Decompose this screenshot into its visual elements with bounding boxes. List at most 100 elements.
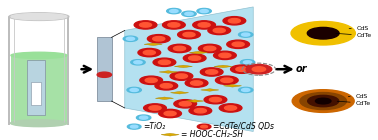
Circle shape	[232, 42, 244, 46]
Circle shape	[174, 46, 186, 51]
Circle shape	[123, 36, 138, 41]
Circle shape	[185, 79, 208, 87]
Circle shape	[242, 88, 250, 91]
Circle shape	[223, 17, 246, 25]
Circle shape	[239, 87, 253, 93]
Circle shape	[97, 72, 112, 77]
Circle shape	[178, 31, 200, 39]
Polygon shape	[186, 100, 204, 102]
Circle shape	[153, 58, 176, 66]
Circle shape	[189, 107, 212, 115]
Text: = HOOC-CH₂-SH: = HOOC-CH₂-SH	[181, 130, 243, 139]
Circle shape	[139, 116, 148, 119]
Circle shape	[191, 81, 203, 85]
Circle shape	[194, 108, 206, 113]
Circle shape	[131, 60, 145, 65]
Circle shape	[240, 60, 255, 65]
Circle shape	[201, 125, 208, 128]
Circle shape	[315, 98, 331, 104]
Circle shape	[183, 32, 195, 37]
Circle shape	[193, 21, 215, 29]
Circle shape	[147, 35, 170, 43]
Circle shape	[214, 51, 236, 60]
Circle shape	[227, 40, 249, 48]
Circle shape	[243, 61, 252, 64]
Polygon shape	[125, 7, 253, 131]
Text: or: or	[296, 64, 307, 74]
Circle shape	[219, 53, 231, 58]
Circle shape	[170, 72, 193, 80]
FancyBboxPatch shape	[97, 37, 112, 101]
Circle shape	[159, 109, 181, 118]
Circle shape	[160, 84, 172, 88]
Circle shape	[175, 74, 187, 78]
Polygon shape	[159, 71, 177, 73]
Circle shape	[158, 60, 170, 65]
Circle shape	[168, 44, 191, 53]
Text: CdTe: CdTe	[336, 33, 372, 38]
Circle shape	[127, 124, 141, 129]
Ellipse shape	[11, 120, 67, 127]
Circle shape	[300, 93, 346, 110]
Circle shape	[204, 95, 227, 104]
Circle shape	[307, 27, 339, 39]
Circle shape	[153, 37, 165, 41]
Polygon shape	[201, 89, 219, 91]
Polygon shape	[223, 85, 242, 87]
Circle shape	[225, 106, 237, 110]
Circle shape	[189, 56, 201, 60]
Circle shape	[167, 8, 181, 14]
Circle shape	[185, 12, 193, 15]
Circle shape	[198, 23, 210, 27]
Circle shape	[143, 50, 155, 55]
Circle shape	[197, 124, 211, 129]
Circle shape	[155, 82, 178, 90]
Circle shape	[236, 67, 248, 71]
Polygon shape	[161, 133, 179, 136]
Circle shape	[200, 68, 223, 76]
Polygon shape	[144, 43, 162, 46]
Circle shape	[145, 78, 157, 82]
Circle shape	[221, 78, 233, 82]
Ellipse shape	[9, 13, 69, 20]
Circle shape	[204, 46, 216, 51]
Text: CdS: CdS	[348, 94, 368, 99]
Circle shape	[170, 10, 178, 13]
Text: =CdTe/CdS QDs: =CdTe/CdS QDs	[213, 122, 274, 131]
FancyBboxPatch shape	[31, 82, 41, 105]
Circle shape	[138, 48, 161, 57]
Circle shape	[292, 90, 354, 112]
Circle shape	[200, 10, 208, 13]
Circle shape	[242, 33, 250, 36]
Circle shape	[215, 76, 238, 84]
Circle shape	[206, 70, 218, 74]
Circle shape	[127, 87, 141, 93]
Circle shape	[134, 21, 157, 29]
Circle shape	[130, 88, 138, 91]
FancyBboxPatch shape	[27, 60, 45, 115]
Circle shape	[179, 102, 191, 106]
Polygon shape	[214, 65, 232, 68]
Text: CdS: CdS	[349, 26, 369, 31]
Circle shape	[209, 97, 222, 102]
Circle shape	[149, 106, 161, 110]
Ellipse shape	[11, 13, 67, 20]
Polygon shape	[11, 55, 67, 123]
Circle shape	[126, 37, 135, 40]
Circle shape	[139, 23, 152, 27]
Circle shape	[239, 32, 253, 37]
Circle shape	[140, 76, 163, 84]
Circle shape	[174, 100, 197, 108]
Text: CdTe: CdTe	[337, 101, 371, 106]
Circle shape	[308, 95, 339, 107]
Circle shape	[198, 44, 221, 53]
Circle shape	[164, 111, 176, 116]
Polygon shape	[189, 51, 208, 54]
Circle shape	[144, 104, 166, 112]
Circle shape	[208, 26, 231, 35]
Circle shape	[291, 21, 355, 45]
Circle shape	[246, 65, 272, 74]
Circle shape	[183, 54, 206, 62]
Circle shape	[219, 104, 242, 112]
Circle shape	[197, 8, 211, 14]
